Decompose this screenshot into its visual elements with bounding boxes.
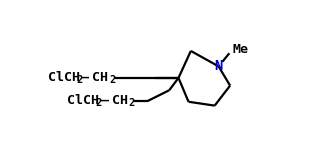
Text: —: —: [81, 71, 90, 84]
Text: 2: 2: [76, 75, 82, 85]
Text: CH: CH: [111, 94, 127, 107]
Text: CH: CH: [92, 71, 108, 84]
Text: ClCH: ClCH: [67, 94, 99, 107]
Text: 2: 2: [128, 98, 135, 108]
Text: Me: Me: [232, 43, 248, 56]
Text: 2: 2: [109, 75, 115, 85]
Text: 2: 2: [95, 98, 102, 108]
Text: ClCH: ClCH: [48, 71, 80, 84]
Text: N: N: [214, 59, 223, 73]
Text: —: —: [101, 94, 109, 107]
